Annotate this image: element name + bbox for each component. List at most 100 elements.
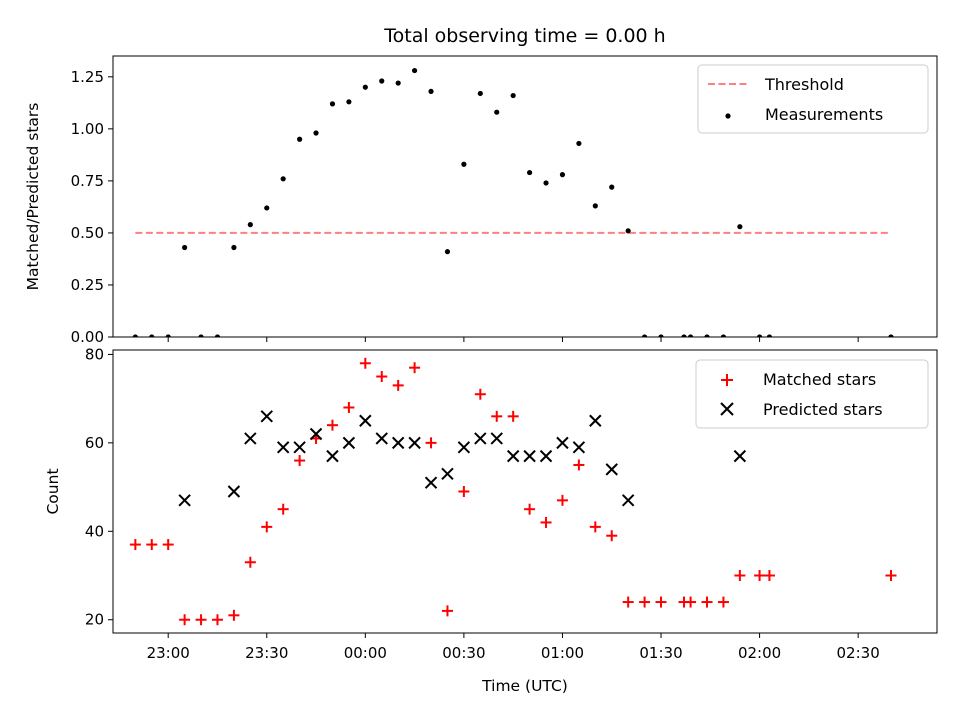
predicted-point-5 [293, 441, 306, 454]
predicted-point-15 [457, 441, 471, 454]
measurement-point-10 [297, 136, 303, 142]
matched-point-14 [359, 357, 371, 369]
measurement-point-19 [444, 249, 451, 255]
top-ytick-label: 1.25 [71, 68, 104, 86]
matched-point-9 [277, 503, 289, 515]
predicted-point-22 [572, 441, 586, 454]
measurement-point-14 [362, 84, 368, 90]
matched-point-3 [179, 614, 191, 626]
matched-point-16 [392, 379, 404, 391]
matched-point-40 [885, 570, 897, 582]
matched-point-37 [734, 570, 746, 582]
measurement-point-4 [198, 334, 204, 337]
predicted-point-14 [441, 467, 454, 481]
predicted-point-21 [556, 436, 569, 450]
matched-point-24 [524, 503, 536, 515]
matched-point-19 [441, 605, 453, 617]
matched-point-35 [701, 596, 713, 608]
measurement-point-21 [477, 90, 483, 97]
count-markers [129, 357, 897, 626]
matched-point-29 [606, 530, 618, 542]
predicted-point-23 [589, 414, 602, 427]
bottom-xtick-label: 02:00 [738, 644, 781, 662]
bottom-ytick-label: 80 [85, 345, 104, 363]
measurement-markers [132, 67, 894, 337]
top-ytick-label: 1.00 [71, 120, 104, 138]
matched-point-39 [763, 570, 775, 582]
legend-measurements-swatch [725, 113, 731, 119]
bottom-xtick-label: 01:30 [639, 644, 682, 662]
measurement-point-13 [346, 99, 352, 105]
matched-point-22 [491, 410, 503, 422]
legend-predicted-swatch [720, 402, 734, 416]
measurement-point-12 [329, 101, 336, 107]
predicted-point-13 [424, 476, 438, 489]
measurement-point-9 [280, 176, 286, 182]
legend-matched-swatch [721, 374, 733, 386]
measurement-point-35 [704, 334, 710, 337]
matched-point-2 [162, 539, 174, 551]
predicted-point-19 [523, 449, 536, 463]
measurement-point-36 [720, 334, 727, 337]
measurement-point-40 [888, 334, 894, 337]
top-panel: 0.00 0.25 0.50 0.75 1.00 1.25 Matched/Predicte… [24, 55, 938, 346]
matched-point-26 [556, 494, 568, 506]
measurement-point-15 [379, 78, 385, 84]
matched-point-27 [573, 459, 585, 471]
measurement-point-28 [592, 203, 598, 209]
legend-measurements-label: Measurements [765, 105, 883, 124]
top-ytick-label: 0.75 [71, 172, 104, 190]
top-legend: Threshold Measurements [697, 64, 929, 134]
predicted-point-7 [326, 449, 339, 463]
matched-point-20 [458, 486, 470, 497]
predicted-point-25 [621, 494, 635, 507]
predicted-point-6 [309, 427, 323, 441]
measurement-point-8 [264, 205, 270, 211]
matched-point-15 [376, 371, 388, 383]
measurement-point-37 [737, 224, 743, 230]
predicted-point-3 [260, 410, 273, 423]
matched-point-8 [261, 521, 273, 533]
matched-point-0 [129, 539, 141, 551]
matched-point-18 [425, 437, 437, 449]
matched-point-13 [343, 401, 355, 413]
measurement-point-34 [687, 334, 694, 337]
predicted-point-2 [244, 432, 257, 445]
legend-threshold-label: Threshold [764, 75, 844, 94]
figure-title: Total observing time = 0.00 h [383, 25, 665, 47]
matched-point-4 [195, 614, 207, 626]
predicted-point-0 [178, 494, 191, 507]
measurement-point-24 [526, 169, 533, 176]
matched-point-17 [409, 362, 421, 374]
measurement-point-0 [132, 334, 138, 337]
measurement-point-23 [510, 92, 516, 99]
bottom-ytick-label: 20 [85, 611, 104, 629]
predicted-point-1 [227, 485, 241, 498]
legend-matched-label: Matched stars [763, 370, 876, 389]
matched-point-36 [717, 596, 729, 608]
measurement-point-2 [165, 334, 171, 337]
measurement-point-30 [625, 228, 631, 234]
predicted-point-16 [474, 432, 487, 445]
top-axes-frame [112, 55, 938, 338]
bottom-xtick-label: 01:00 [541, 644, 584, 662]
top-legend-box [697, 64, 929, 134]
measurement-point-11 [313, 130, 319, 136]
measurement-point-26 [559, 172, 566, 178]
measurement-point-29 [609, 184, 615, 190]
top-ytick-label: 0.00 [71, 328, 104, 346]
matched-point-10 [294, 455, 306, 467]
measurement-point-33 [681, 334, 687, 337]
matched-point-38 [754, 570, 766, 582]
measurement-point-6 [231, 244, 237, 251]
matched-point-30 [622, 596, 634, 608]
bottom-legend-box [695, 359, 929, 429]
predicted-point-24 [605, 463, 618, 476]
measurement-point-31 [641, 334, 648, 337]
measurement-point-16 [395, 80, 401, 86]
bottom-xtick-label: 00:00 [344, 644, 387, 662]
measurement-point-20 [461, 161, 467, 167]
top-ytick-label: 0.25 [71, 276, 104, 294]
bottom-xtick-label: 00:30 [442, 644, 485, 662]
predicted-point-26 [733, 449, 747, 463]
